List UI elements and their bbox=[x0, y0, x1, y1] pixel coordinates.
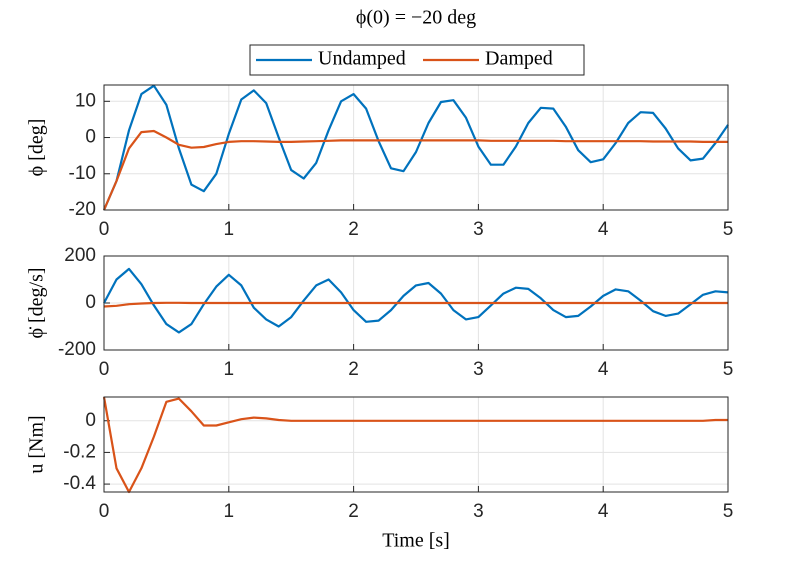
y-tick-label: 0 bbox=[85, 292, 96, 313]
x-tick-label: 5 bbox=[723, 359, 734, 380]
y-tick-label: 200 bbox=[64, 245, 96, 266]
x-tick-label: 0 bbox=[99, 359, 110, 380]
x-tick-label: 0 bbox=[99, 501, 110, 522]
legend-label: Undamped bbox=[318, 48, 406, 70]
y-tick-label: -10 bbox=[69, 163, 96, 184]
x-tick-label: 1 bbox=[224, 501, 235, 522]
plot-area bbox=[104, 85, 728, 210]
data-line bbox=[102, 129, 728, 211]
y-tick-label: -20 bbox=[69, 199, 96, 220]
x-axis-label: Time [s] bbox=[382, 530, 450, 552]
y-tick-label: -0.4 bbox=[63, 473, 96, 494]
x-tick-label: 1 bbox=[224, 219, 235, 240]
y-axis-label: u [Nm] bbox=[26, 415, 48, 473]
x-tick-label: 3 bbox=[473, 219, 484, 240]
axes-box bbox=[103, 396, 729, 493]
plot-area bbox=[104, 397, 728, 492]
x-tick-label: 5 bbox=[723, 219, 734, 240]
y-tick-label: -0.2 bbox=[63, 441, 96, 462]
x-tick-label: 0 bbox=[99, 219, 110, 240]
data-line bbox=[103, 301, 728, 308]
x-tick-label: 4 bbox=[598, 359, 609, 380]
x-tick-label: 2 bbox=[348, 501, 359, 522]
axes-box bbox=[103, 255, 729, 351]
y-axis-label: ϕ [deg] bbox=[26, 119, 48, 177]
x-tick-label: 3 bbox=[473, 359, 484, 380]
chart-title: ϕ(0) = −20 deg bbox=[356, 7, 476, 29]
data-line bbox=[102, 84, 729, 211]
x-tick-label: 2 bbox=[348, 219, 359, 240]
x-tick-label: 5 bbox=[723, 501, 734, 522]
y-tick-label: -200 bbox=[58, 339, 96, 360]
y-tick-label: 0 bbox=[85, 127, 96, 148]
data-line bbox=[103, 267, 729, 334]
x-tick-label: 4 bbox=[598, 501, 609, 522]
y-tick-label: 0 bbox=[85, 410, 96, 431]
x-tick-label: 2 bbox=[348, 359, 359, 380]
x-tick-label: 3 bbox=[473, 501, 484, 522]
axes-box bbox=[103, 84, 729, 211]
x-tick-label: 4 bbox=[598, 219, 609, 240]
y-tick-label: 10 bbox=[75, 90, 96, 111]
data-line bbox=[102, 396, 728, 494]
y-axis-label: ϕ̇ [deg/s] bbox=[26, 267, 48, 338]
legend-label: Damped bbox=[485, 48, 553, 70]
x-tick-label: 1 bbox=[224, 359, 235, 380]
